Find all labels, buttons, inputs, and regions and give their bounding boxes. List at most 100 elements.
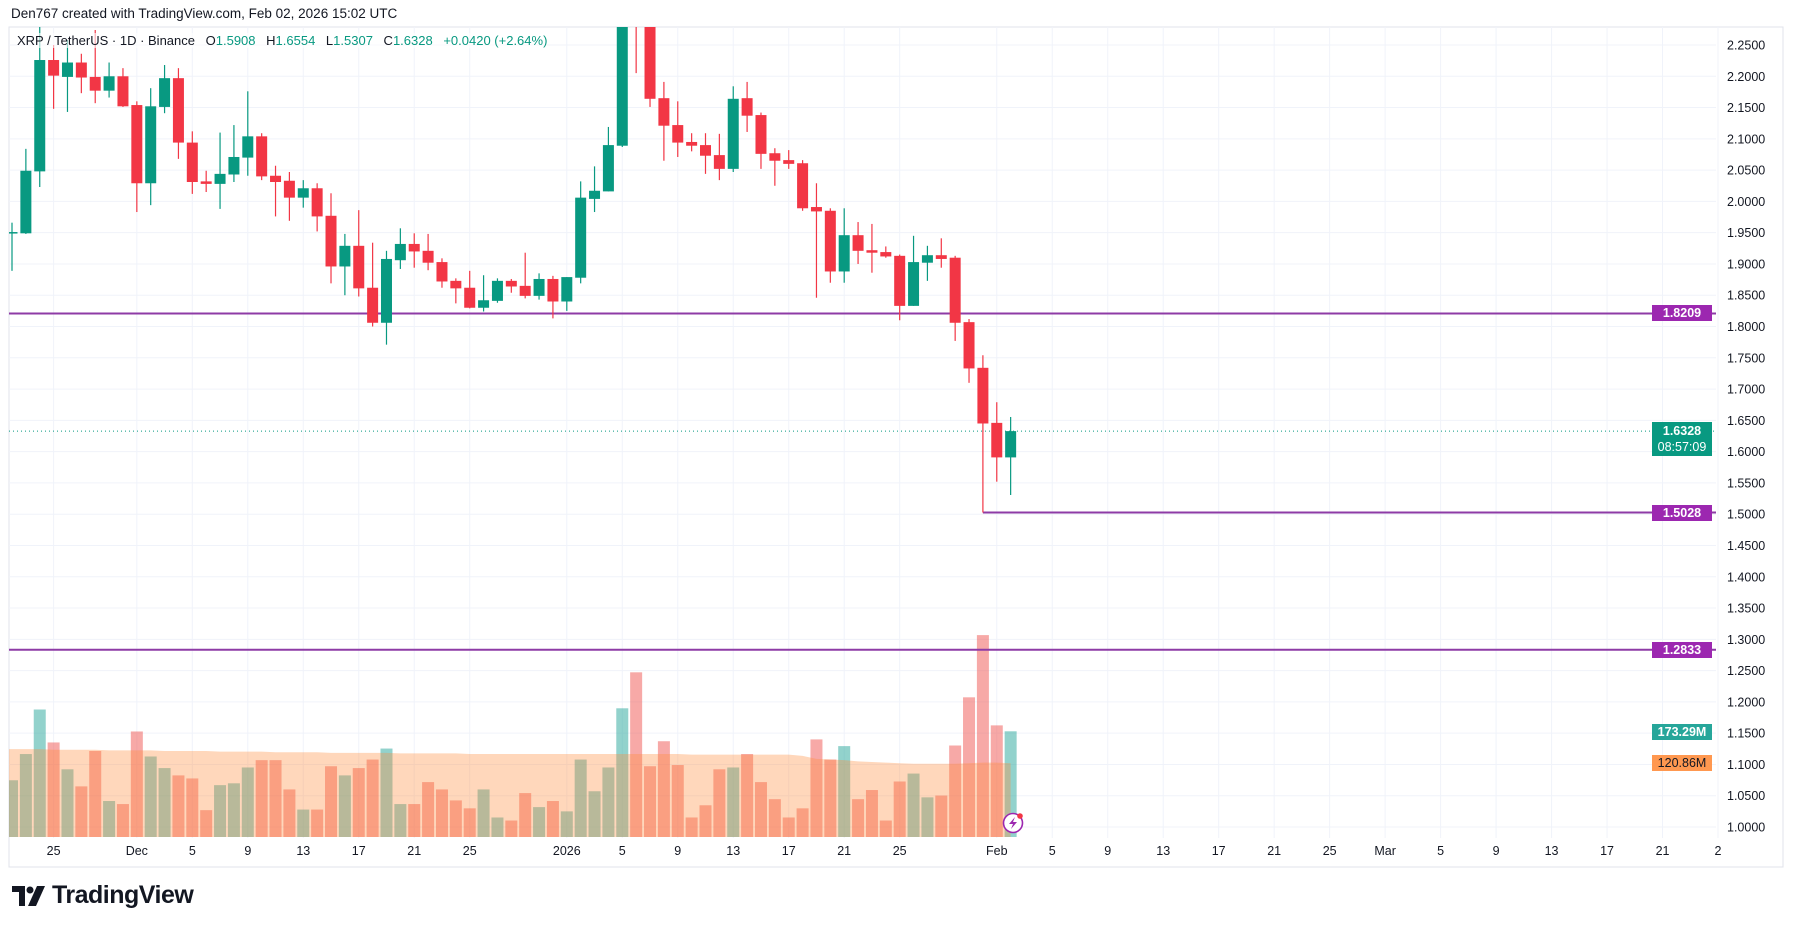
candle-body (283, 180, 295, 198)
candle-body (949, 257, 961, 323)
tradingview-logo[interactable]: TradingView (12, 881, 194, 910)
time-tick-label: 21 (1267, 844, 1281, 858)
candle-body (464, 287, 476, 308)
symbol-legend: XRP / TetherUS · 1D · Binance O1.5908 H1… (17, 33, 548, 48)
price-tick-label: 1.4500 (1727, 539, 1765, 553)
change-value: +0.0420 (+2.64%) (443, 33, 548, 48)
price-tick-label: 1.0000 (1727, 821, 1765, 835)
time-axis[interactable]: 25 Dec 5 9 13 17 21 25 2026 5 9 13 17 21 25 Feb 5 9 13 17 21… (47, 844, 1722, 858)
candle (20, 148, 32, 234)
candle-body (478, 300, 490, 308)
candle-body (325, 215, 337, 267)
volume-bar (990, 725, 1003, 837)
volume-bar (879, 820, 892, 837)
candle-body (894, 255, 906, 306)
volume-bar (588, 791, 601, 837)
volume-bar (61, 769, 74, 837)
candle-body (394, 243, 406, 261)
candle (159, 65, 171, 114)
time-tick-label: 21 (407, 844, 421, 858)
volume-bar (782, 817, 795, 837)
candle (755, 112, 767, 169)
candle-body (242, 136, 254, 158)
volume-bar (477, 789, 490, 837)
level-badge-1: 1.8209 (1652, 305, 1712, 321)
volume-bar (560, 811, 573, 837)
volume-bar (130, 731, 143, 837)
volume-bar (380, 748, 393, 837)
candle (824, 208, 836, 283)
close-label: C (383, 33, 393, 48)
candle-body (810, 207, 822, 212)
candle-body (103, 76, 115, 91)
candle-body (311, 188, 323, 217)
level-badge-2: 1.5028 (1652, 505, 1712, 521)
candle-body (172, 78, 184, 143)
volume-bar (408, 804, 421, 837)
volume-bar (546, 801, 559, 837)
candle (644, 27, 656, 107)
volume-bar (422, 782, 435, 837)
candle (48, 45, 60, 109)
candle-body (297, 188, 309, 198)
candle (422, 233, 434, 271)
candle (367, 242, 379, 327)
volume-bar (949, 745, 962, 837)
candle-body (436, 262, 448, 282)
volume-bar (75, 786, 88, 837)
candle (575, 181, 587, 284)
candle-body (658, 98, 670, 126)
time-tick-label: 17 (782, 844, 796, 858)
volume-bar (255, 760, 268, 837)
candle-body (117, 76, 129, 107)
volume-bar (103, 801, 116, 837)
lightning-icon[interactable] (1002, 812, 1024, 834)
time-tick-label: 21 (1656, 844, 1670, 858)
volume-bar (394, 804, 407, 837)
candle-body (935, 255, 947, 259)
candle-body (353, 245, 365, 289)
candle-body (866, 250, 878, 253)
candle-body (145, 106, 157, 184)
price-tick-label: 1.9000 (1727, 257, 1765, 271)
candle (783, 150, 795, 169)
candle (491, 278, 503, 303)
volume-bar (241, 767, 254, 837)
horizontal-levels[interactable] (9, 312, 1716, 651)
volume-ma-area (9, 749, 1011, 837)
time-tick-label: 9 (1493, 844, 1500, 858)
candle (852, 222, 864, 264)
open-label: O (205, 33, 216, 48)
candle (61, 39, 73, 112)
candle (561, 277, 573, 311)
time-tick-label: 13 (726, 844, 740, 858)
candle-body (491, 280, 503, 301)
volume-bar (644, 766, 657, 837)
candle (145, 88, 157, 206)
candle (297, 180, 309, 208)
candle-body (89, 76, 101, 91)
candle-body (131, 105, 143, 184)
candle (838, 208, 850, 283)
high-label: H (266, 33, 276, 48)
candle-body (9, 232, 18, 234)
time-tick-label: 17 (1212, 844, 1226, 858)
volume-bar (713, 769, 726, 837)
candle-body (589, 190, 601, 199)
price-tick-label: 1.0500 (1727, 789, 1765, 803)
time-tick-label: 5 (189, 844, 196, 858)
price-tick-label: 2.0000 (1727, 195, 1765, 209)
price-axis[interactable]: 2.2500 2.2000 2.1500 2.1000 2.0500 2.0000 1.95… (1727, 39, 1765, 835)
time-tick-label: 5 (1049, 844, 1056, 858)
price-tick-label: 1.2000 (1727, 695, 1765, 709)
time-tick-label: 13 (296, 844, 310, 858)
candle-body (367, 287, 379, 323)
candle-body (921, 255, 933, 263)
candle-body (672, 125, 684, 143)
symbol-name[interactable]: XRP / TetherUS · 1D · Binance (17, 33, 195, 48)
candle (436, 258, 448, 288)
volume-bar (366, 759, 379, 837)
candle (103, 62, 115, 98)
candle-body (256, 136, 268, 177)
